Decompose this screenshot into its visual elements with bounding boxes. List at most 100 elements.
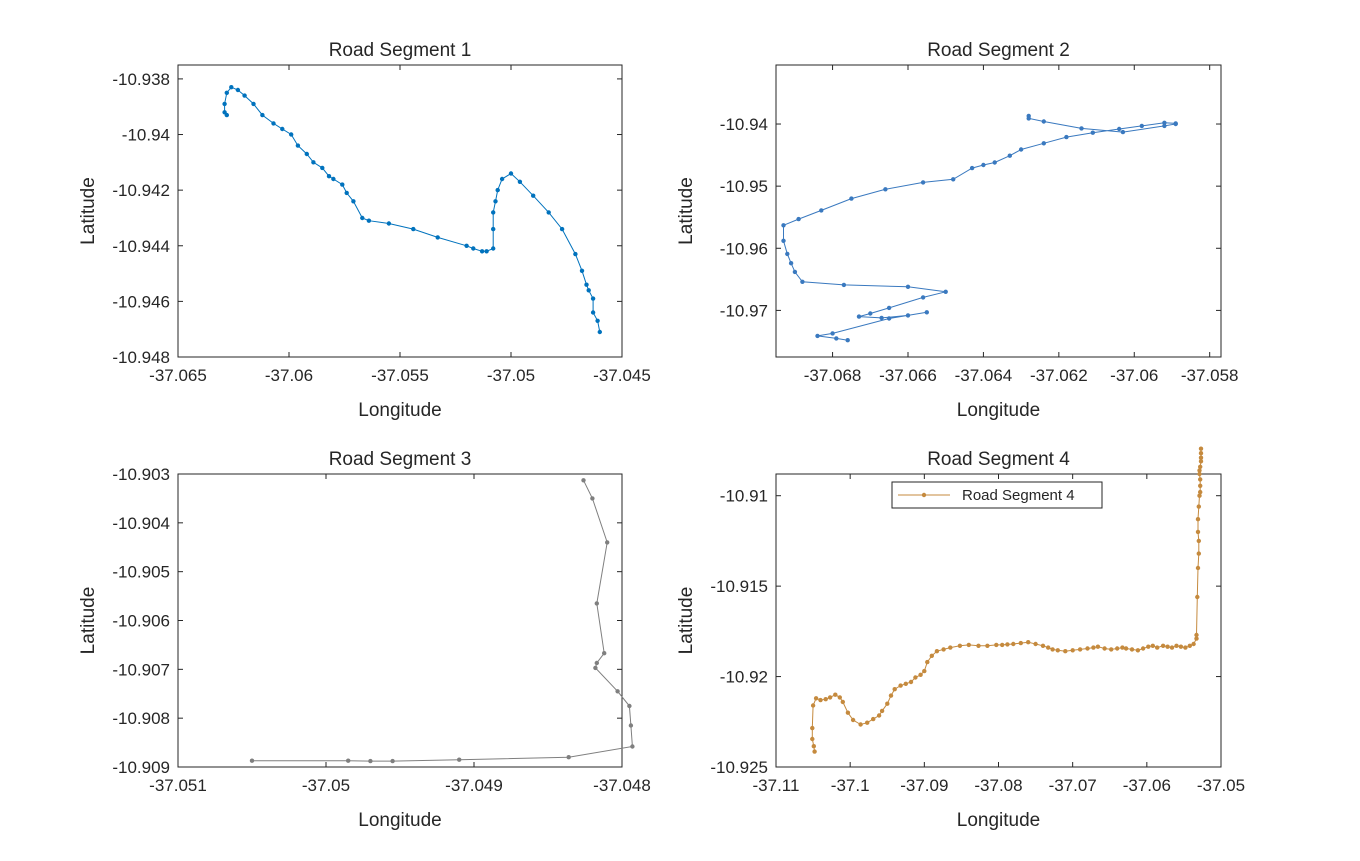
data-point xyxy=(951,177,956,182)
data-point xyxy=(1146,644,1151,649)
data-point xyxy=(457,757,462,762)
data-point xyxy=(796,216,801,222)
data-point xyxy=(1183,645,1188,650)
data-point xyxy=(1191,641,1196,647)
axes-box xyxy=(177,64,623,358)
data-point xyxy=(966,642,971,648)
data-point xyxy=(1196,538,1202,544)
data-point xyxy=(879,315,884,321)
data-point xyxy=(495,187,500,193)
data-point xyxy=(1150,643,1156,648)
y-tick-label: -10.91 xyxy=(720,487,768,506)
data-point xyxy=(1129,647,1135,652)
data-point xyxy=(251,101,256,107)
y-tick-label: -10.915 xyxy=(710,577,768,596)
data-point xyxy=(1197,471,1202,477)
data-point xyxy=(1169,645,1175,650)
data-point xyxy=(224,90,229,96)
data-point xyxy=(630,744,635,749)
data-point xyxy=(1033,641,1038,647)
data-point xyxy=(810,736,815,742)
data-point xyxy=(346,758,351,763)
data-point xyxy=(850,717,856,723)
data-point xyxy=(1187,643,1193,648)
data-point xyxy=(320,165,325,171)
x-tick-label: -37.045 xyxy=(593,366,651,385)
data-point xyxy=(1055,648,1061,653)
data-point xyxy=(579,268,585,273)
data-point xyxy=(390,758,395,764)
data-point xyxy=(856,314,862,319)
data-point xyxy=(229,85,234,90)
data-point xyxy=(1091,645,1096,650)
data-point xyxy=(813,696,819,701)
y-tick-label: -10.948 xyxy=(112,348,170,367)
data-point xyxy=(879,708,885,714)
subplot-4: -37.11 -37.1 -37.09 -37.08 -37.07 -37.06 -37.0… xyxy=(676,446,1245,831)
data-point xyxy=(918,672,923,677)
data-point xyxy=(1194,632,1199,638)
data-point xyxy=(920,295,926,300)
data-point xyxy=(1095,644,1101,649)
data-point xyxy=(913,675,918,680)
y-tick-label: -10.904 xyxy=(112,514,170,533)
data-point xyxy=(1011,641,1016,647)
data-point xyxy=(289,132,294,137)
data-point xyxy=(792,269,798,275)
data-point xyxy=(929,653,934,658)
data-point xyxy=(590,310,596,315)
subplot-1: -37.065 -37.06 -37.055 -37.05 -37.045 -10.938… xyxy=(78,40,651,421)
data-point xyxy=(865,720,870,725)
data-point xyxy=(594,601,599,606)
data-point xyxy=(908,679,914,685)
x-axis-label: Longitude xyxy=(358,810,441,831)
data-point xyxy=(1196,504,1202,509)
data-point xyxy=(627,703,632,709)
subplot-2: -37.068 -37.066 -37.064 -37.062 -37.06 -37.05… xyxy=(676,40,1239,421)
y-tick-label: -10.97 xyxy=(720,301,768,320)
data-point xyxy=(464,243,469,248)
data-point xyxy=(871,716,876,722)
data-point xyxy=(586,288,591,293)
data-point xyxy=(326,174,332,179)
y-tick-label: -10.944 xyxy=(112,237,170,256)
x-tick-label: -37.066 xyxy=(879,366,937,385)
x-axis-label: Longitude xyxy=(957,810,1040,831)
x-tick-label: -37.068 xyxy=(804,366,862,385)
legend-label: Road Segment 4 xyxy=(962,487,1075,504)
x-axis-label: Longitude xyxy=(957,400,1040,421)
y-tick-label: -10.925 xyxy=(710,758,768,777)
y-tick-label: -10.903 xyxy=(112,465,170,484)
data-point xyxy=(260,112,265,118)
data-point xyxy=(1102,646,1107,651)
data-point xyxy=(311,160,316,165)
x-tick-label: -37.049 xyxy=(445,776,503,795)
series-line xyxy=(783,115,1177,341)
data-point xyxy=(366,218,372,223)
data-point xyxy=(1115,646,1120,651)
x-tick-label: -37.05 xyxy=(487,366,535,385)
data-point xyxy=(1195,565,1201,571)
chart-title: Road Segment 1 xyxy=(329,40,472,61)
data-point xyxy=(840,699,845,705)
chart-title: Road Segment 3 xyxy=(329,449,472,470)
data-point xyxy=(812,749,817,754)
data-point xyxy=(360,215,365,221)
data-point xyxy=(1090,130,1096,135)
data-point xyxy=(1120,645,1125,650)
y-tick-label: -10.94 xyxy=(720,115,768,134)
data-point xyxy=(1046,645,1051,650)
data-point xyxy=(581,478,586,483)
y-tick-label: -10.908 xyxy=(112,709,170,728)
subplot-3: -37.051 -37.05 -37.049 -37.048 -10.903 -10.90… xyxy=(78,449,651,831)
data-point xyxy=(841,282,847,288)
data-point xyxy=(344,190,349,196)
data-point xyxy=(566,755,571,760)
data-point xyxy=(845,710,851,715)
data-point xyxy=(976,643,981,648)
x-tick-label: -37.064 xyxy=(955,366,1013,385)
x-tick-label: -37.062 xyxy=(1030,366,1088,385)
y-axis-label: Latitude xyxy=(78,587,99,655)
data-point xyxy=(222,110,227,115)
data-point xyxy=(1197,493,1202,498)
